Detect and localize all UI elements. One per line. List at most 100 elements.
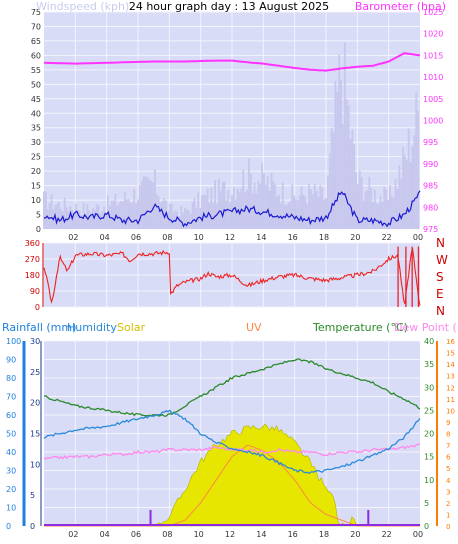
compass-label: E — [436, 287, 444, 301]
x-tick-label: 20 — [350, 530, 360, 539]
windspeed-tick-label: 0 — [36, 225, 41, 234]
uv-tick-label: 4 — [446, 477, 451, 485]
uv-tick-label: 7 — [446, 442, 450, 450]
dewpoint-label: Dew Point (°C) — [394, 321, 458, 334]
barometer-tick-label: 1020 — [423, 30, 443, 39]
humidity-tick-label: 60 — [6, 411, 16, 420]
humidity-tick-label: 100 — [6, 337, 21, 346]
wind-baro-series — [43, 42, 421, 229]
temperature-label: Temperature (°C) — [312, 321, 408, 334]
uv-tick-label: 2 — [446, 500, 450, 508]
humidity-tick-label: 90 — [6, 356, 16, 365]
barometer-tick-label: 1025 — [423, 8, 443, 17]
direction-tick-label: 180 — [25, 271, 40, 280]
temperature-tick-label: 0 — [424, 522, 429, 531]
chart-title: 24 hour graph day : 13 August 2025 — [129, 0, 329, 13]
barometer-tick-label: 1015 — [423, 51, 443, 60]
barometer-tick-label: 980 — [423, 203, 438, 212]
windspeed-tick-label: 10 — [31, 196, 41, 205]
compass-label: W — [436, 253, 448, 267]
uv-tick-label: 6 — [446, 454, 451, 462]
windspeed-tick-label: 30 — [31, 138, 41, 147]
uv-tick-label: 9 — [446, 419, 450, 427]
windspeed-tick-label: 60 — [31, 51, 41, 60]
x-tick-label: 04 — [100, 233, 110, 242]
uv-tick-label: 0 — [446, 523, 450, 531]
windspeed-tick-label: 65 — [31, 37, 41, 46]
temp-humidity-series — [43, 358, 421, 527]
humidity-tick-label: 20 — [6, 485, 16, 494]
barometer-tick-label: 995 — [423, 138, 438, 147]
barometer-tick-label: 990 — [423, 160, 438, 169]
windspeed-tick-label: 25 — [31, 153, 41, 162]
x-tick-label: 00 — [413, 233, 423, 242]
rainfall-tick-label: 10 — [30, 460, 40, 469]
x-tick-label: 06 — [131, 233, 141, 242]
humidity-tick-label: 70 — [6, 393, 16, 402]
x-tick-label: 16 — [288, 530, 298, 539]
solar-label: Solar — [117, 321, 146, 334]
humidity-tick-label: 10 — [6, 504, 16, 513]
x-tick-label: 18 — [319, 530, 329, 539]
rainfall-tick-label: 0 — [30, 522, 35, 531]
uv-tick-label: 1 — [446, 511, 450, 519]
x-tick-label: 20 — [350, 233, 360, 242]
humidity-tick-label: 0 — [6, 522, 11, 531]
dewpoint-line — [43, 443, 421, 460]
temperature-tick-label: 30 — [424, 383, 434, 392]
x-tick-label: 08 — [162, 233, 172, 242]
x-tick-label: 16 — [288, 233, 298, 242]
uv-tick-label: 3 — [446, 488, 450, 496]
wind-direction-series — [43, 246, 421, 307]
barometer-tick-label: 1000 — [423, 117, 443, 126]
x-tick-label: 04 — [100, 530, 110, 539]
x-tick-label: 12 — [225, 233, 235, 242]
uv-tick-label: 13 — [446, 373, 455, 381]
direction-tick-label: 270 — [25, 255, 40, 264]
uv-tick-label: 15 — [446, 350, 455, 358]
rainfall-tick-label: 20 — [30, 399, 40, 408]
barometer-tick-label: 975 — [423, 225, 438, 234]
uv-tick-label: 8 — [446, 431, 450, 439]
windspeed-tick-label: 75 — [31, 8, 41, 17]
x-tick-label: 22 — [382, 530, 392, 539]
uv-tick-label: 5 — [446, 465, 450, 473]
direction-tick-label: 360 — [25, 239, 40, 248]
uv-tick-label: 12 — [446, 384, 455, 392]
temperature-tick-label: 15 — [424, 453, 434, 462]
windspeed-tick-label: 5 — [36, 211, 41, 220]
humidity-line — [43, 409, 421, 475]
rainfall-label: Rainfall (mm) — [2, 321, 76, 334]
windspeed-tick-label: 20 — [31, 167, 41, 176]
compass-label: N — [436, 304, 445, 318]
temperature-tick-label: 20 — [424, 430, 434, 439]
x-tick-label: 08 — [162, 530, 172, 539]
windspeed-tick-label: 50 — [31, 80, 41, 89]
wind-direction-line — [43, 248, 421, 306]
temperature-tick-label: 5 — [424, 499, 429, 508]
x-tick-label: 02 — [68, 530, 78, 539]
windspeed-tick-label: 35 — [31, 124, 41, 133]
windspeed-tick-label: 15 — [31, 182, 41, 191]
humidity-tick-label: 30 — [6, 467, 16, 476]
x-tick-label: 14 — [256, 530, 266, 539]
wind-average-line — [44, 190, 421, 228]
x-tick-label: 02 — [68, 233, 78, 242]
x-tick-label: 06 — [131, 530, 141, 539]
rainfall-tick-label: 25 — [30, 368, 40, 377]
temperature-tick-label: 25 — [424, 406, 434, 415]
direction-tick-label: 0 — [35, 303, 40, 312]
windspeed-label: Windspeed (kph) — [36, 0, 129, 13]
barometer-tick-label: 1010 — [423, 73, 443, 82]
uv-label: UV — [246, 321, 262, 334]
barometer-label: Barometer (hpa) — [355, 0, 446, 13]
x-tick-label: 10 — [194, 233, 204, 242]
uv-tick-label: 16 — [446, 338, 455, 346]
x-tick-label: 22 — [382, 233, 392, 242]
temperature-tick-label: 40 — [424, 337, 434, 346]
windspeed-tick-label: 40 — [31, 109, 41, 118]
humidity-label: Humidity — [67, 321, 117, 334]
compass-label: S — [436, 270, 444, 284]
